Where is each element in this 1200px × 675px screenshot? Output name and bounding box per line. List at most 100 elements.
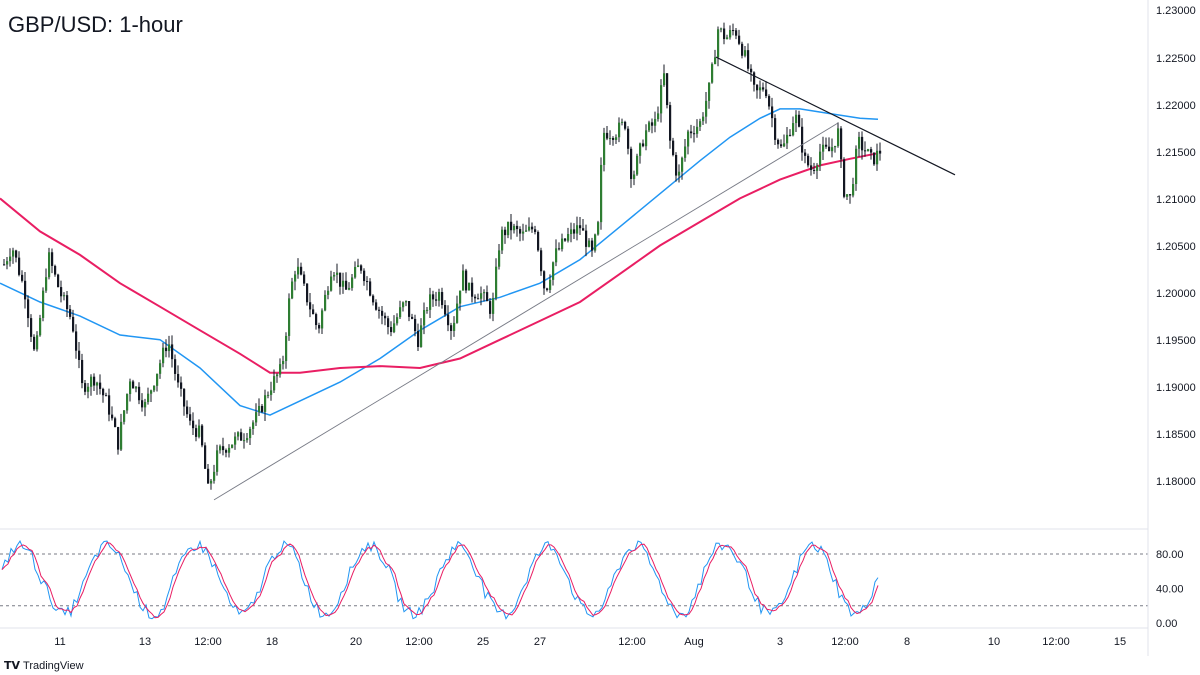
candle-body [399,307,402,318]
candle [339,272,342,295]
candle-body [186,406,189,415]
candle-body [387,318,390,328]
candle-body [705,100,708,117]
candle-body [381,310,384,316]
candle [81,353,84,389]
candle [618,117,621,143]
candle-body [735,30,738,36]
candle [198,419,201,439]
tradingview-brand[interactable]: TV TradingView [4,659,84,672]
candle [483,289,486,302]
candle [162,342,165,368]
candle-body [654,119,657,126]
y-tick-label: 1.19500 [1156,335,1196,347]
candle [201,423,204,448]
candle [825,137,828,149]
candle [54,264,57,277]
candle [720,27,723,33]
oscillator-panel [0,539,1148,620]
candle-body [411,316,414,319]
candle [18,251,21,277]
y-tick-label: 1.21000 [1156,194,1196,206]
candle [771,97,774,128]
candle-body [726,37,729,40]
candle [351,273,354,291]
candle-body [534,229,537,232]
candle-body [414,318,417,332]
candle-body [396,317,399,324]
candle [93,373,96,392]
candle [381,306,384,325]
candle-body [306,283,309,303]
candle [735,27,738,40]
candle [738,29,741,46]
candle [861,131,864,160]
candle-body [114,418,117,428]
candle [297,258,300,279]
candle-body [471,282,474,297]
candle-body [225,450,228,453]
candles [3,22,882,490]
y-tick-label: 1.18000 [1156,476,1196,488]
candle [600,157,603,230]
candle-body [807,155,810,166]
candle-body [189,414,192,421]
candle-body [348,287,351,290]
candle-body [666,73,669,106]
candle-body [573,229,576,234]
candle-body [102,388,105,396]
candle-body [6,261,9,265]
candle [90,374,93,396]
candle [357,258,360,268]
candle [501,226,504,255]
candle-body [879,150,882,154]
candle-body [303,274,306,284]
candle-body [765,89,768,97]
candle-body [507,221,510,236]
candle-body [297,266,300,275]
candle [561,233,564,252]
candle [6,256,9,270]
candle-body [696,126,699,134]
candle-body [840,128,843,160]
candle [528,217,531,232]
x-tick-label: 8 [904,636,910,648]
candle-body [690,131,693,134]
candle [402,301,405,312]
candle-body [576,225,579,234]
candle [693,125,696,143]
candle-body [279,364,282,375]
candle-body [723,28,726,40]
candle [540,247,543,276]
candle-body [165,347,168,352]
candle-body [648,122,651,131]
candle-body [432,294,435,300]
candle [567,227,570,243]
candle-body [864,150,867,152]
oscillator-tick-label: 0.00 [1156,618,1177,630]
candle [450,322,453,340]
candle [492,292,495,322]
candle-body [405,301,408,303]
candle [264,389,267,421]
candle-body [198,425,201,437]
candle [699,118,702,132]
candle [171,335,174,368]
y-tick-label: 1.22000 [1156,100,1196,112]
candle-body [564,238,567,241]
candle-body [606,132,609,139]
candle-body [588,240,591,247]
candle [777,138,780,149]
candle-body [561,238,564,250]
candle [522,223,525,241]
axes [0,0,1149,656]
candle [252,420,255,435]
candle-body [861,136,864,151]
x-tick-label: 13 [139,636,151,648]
oscillator-tick-label: 40.00 [1156,584,1184,596]
candle-body [822,144,825,152]
candle-body [810,165,813,170]
candle [153,385,156,393]
candle-body [567,234,570,241]
candle [696,119,699,138]
